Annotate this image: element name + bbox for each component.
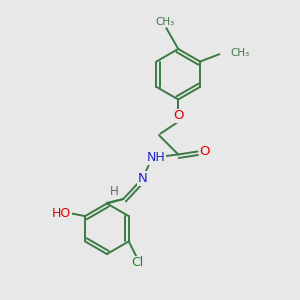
Text: CH₃: CH₃: [155, 16, 175, 27]
Text: O: O: [200, 145, 210, 158]
Text: NH: NH: [147, 151, 165, 164]
Text: HO: HO: [52, 207, 71, 220]
Text: CH₃: CH₃: [231, 48, 250, 58]
Text: O: O: [173, 109, 184, 122]
Text: N: N: [138, 172, 147, 185]
Text: Cl: Cl: [132, 256, 144, 269]
Text: H: H: [110, 185, 119, 198]
